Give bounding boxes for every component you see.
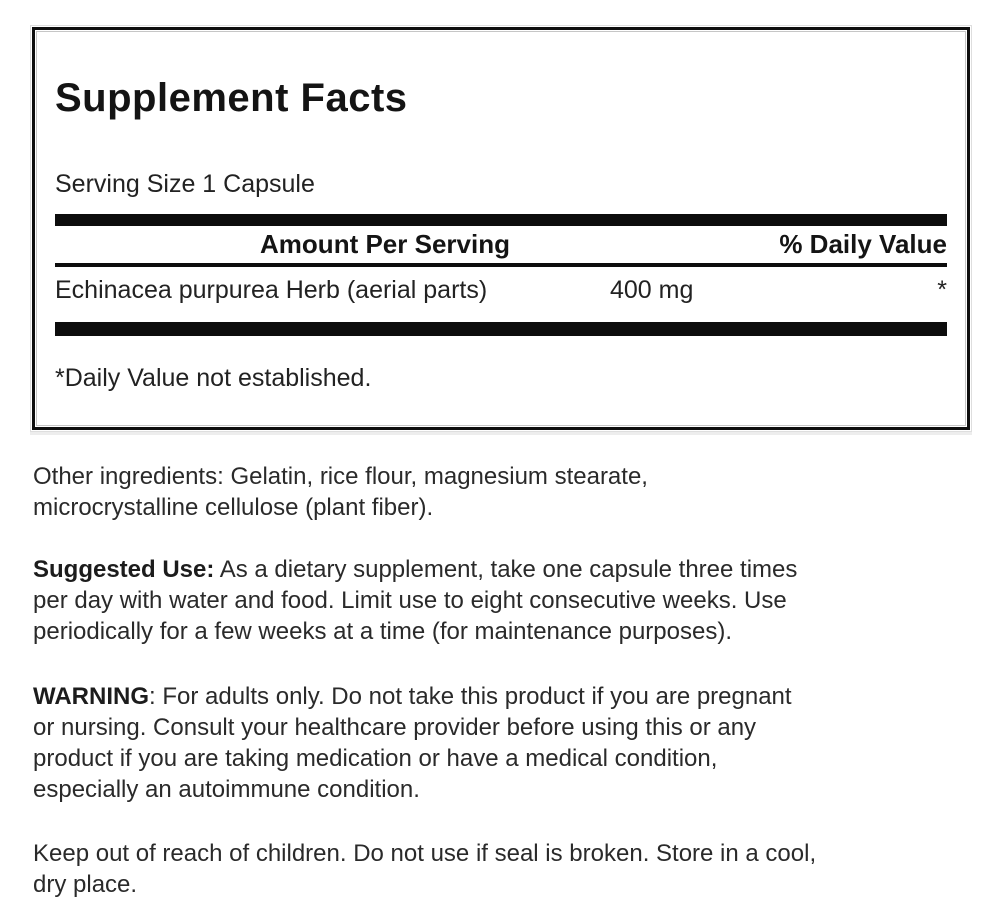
paragraph-line: Other ingredients: Gelatin, rice flour, … [33, 462, 648, 490]
paragraph-line: especially an autoimmune condition. [33, 775, 420, 803]
suggested-use-paragraph: Suggested Use: As a dietary supplement, … [33, 554, 970, 647]
paragraph-line: dry place. [33, 870, 138, 898]
paragraph-text: As a dietary supplement, take one capsul… [214, 555, 798, 583]
warning-paragraph: WARNING: For adults only. Do not take th… [33, 681, 970, 805]
paragraph-line: periodically for a few weeks at a time (… [33, 617, 732, 645]
other-ingredients-paragraph: Other ingredients: Gelatin, rice flour, … [33, 461, 970, 523]
supplement-facts-panel: Supplement Facts Serving Size 1 Capsule … [30, 25, 972, 432]
ingredient-daily-value: * [937, 275, 947, 304]
table-header-row: Amount Per Serving % Daily Value [55, 226, 947, 263]
paragraph-line: product if you are taking medication or … [33, 744, 718, 772]
paragraph-text: : For adults only. Do not take this prod… [149, 682, 792, 710]
panel-inner: Supplement Facts Serving Size 1 Capsule … [36, 31, 966, 426]
paragraph-line: microcrystalline cellulose (plant fiber)… [33, 493, 434, 521]
paragraph-line: Suggested Use: As a dietary supplement, … [33, 554, 970, 585]
amount-per-serving-header: Amount Per Serving [260, 228, 510, 259]
divider-thick-bottom [55, 321, 947, 336]
serving-size-text: Serving Size 1 Capsule [55, 170, 315, 198]
daily-value-footnote: *Daily Value not established. [55, 363, 372, 392]
divider-thick-top [55, 213, 947, 226]
warning-label: WARNING [33, 682, 149, 710]
divider-thin-header [55, 262, 947, 267]
paragraph-line: Keep out of reach of children. Do not us… [33, 839, 817, 867]
paragraph-line: per day with water and food. Limit use t… [33, 586, 787, 614]
panel-border: Supplement Facts Serving Size 1 Capsule … [32, 27, 970, 430]
panel-title: Supplement Facts [55, 76, 408, 120]
ingredient-amount: 400 mg [610, 275, 694, 304]
suggested-use-label: Suggested Use: [33, 555, 215, 583]
table-row: Echinacea purpurea Herb (aerial parts) 4… [55, 267, 947, 312]
paragraph-line: or nursing. Consult your healthcare prov… [33, 713, 757, 741]
paragraph-line: WARNING: For adults only. Do not take th… [33, 681, 970, 712]
storage-paragraph: Keep out of reach of children. Do not us… [33, 838, 970, 900]
daily-value-header: % Daily Value [779, 228, 947, 259]
label-text-sections: Other ingredients: Gelatin, rice flour, … [33, 461, 970, 900]
ingredient-name: Echinacea purpurea Herb (aerial parts) [55, 275, 488, 304]
